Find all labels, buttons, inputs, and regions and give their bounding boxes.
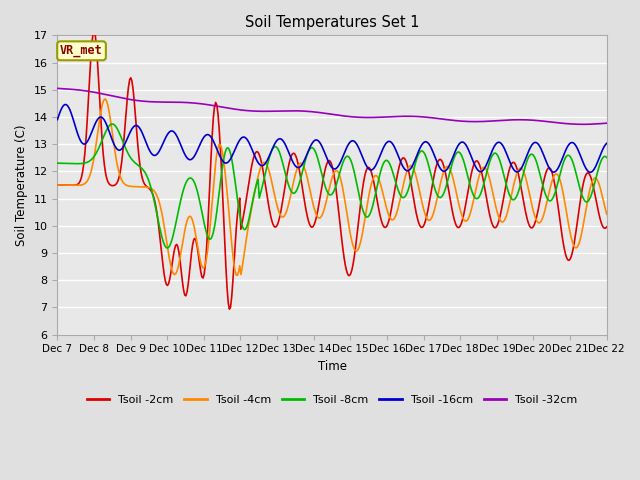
Tsoil -2cm xyxy=(227,304,234,310)
Tsoil -8cm xyxy=(54,160,61,166)
Line: Tsoil -4cm: Tsoil -4cm xyxy=(58,99,607,275)
Tsoil -16cm xyxy=(554,167,561,172)
Tsoil -2cm xyxy=(287,153,295,159)
Tsoil -32cm xyxy=(603,120,611,126)
Line: Tsoil -2cm: Tsoil -2cm xyxy=(58,31,607,309)
Tsoil -32cm xyxy=(579,121,586,127)
Tsoil -4cm xyxy=(54,182,61,188)
Tsoil -32cm xyxy=(285,108,293,114)
Tsoil -4cm xyxy=(234,272,241,278)
Tsoil -8cm xyxy=(555,178,563,183)
Tsoil -4cm xyxy=(363,204,371,209)
Tsoil -32cm xyxy=(387,114,395,120)
Tsoil -4cm xyxy=(287,189,295,195)
Tsoil -32cm xyxy=(457,118,465,124)
Tsoil -16cm xyxy=(54,117,61,122)
Tsoil -2cm xyxy=(363,166,371,171)
Tsoil -2cm xyxy=(603,224,611,230)
Tsoil -4cm xyxy=(102,96,109,102)
X-axis label: Time: Time xyxy=(317,360,346,373)
Tsoil -32cm xyxy=(225,105,232,111)
Tsoil -16cm xyxy=(61,102,69,108)
Tsoil -8cm xyxy=(287,189,295,194)
Tsoil -8cm xyxy=(390,171,397,177)
Tsoil -4cm xyxy=(460,216,467,222)
Tsoil -16cm xyxy=(286,153,294,159)
Tsoil -2cm xyxy=(555,207,563,213)
Tsoil -16cm xyxy=(458,139,466,145)
Tsoil -8cm xyxy=(363,214,371,220)
Tsoil -16cm xyxy=(603,141,611,146)
Tsoil -4cm xyxy=(390,216,397,222)
Tsoil -4cm xyxy=(225,215,233,221)
Tsoil -4cm xyxy=(603,211,611,217)
Tsoil -4cm xyxy=(555,173,563,179)
Tsoil -32cm xyxy=(361,115,369,120)
Tsoil -2cm xyxy=(225,306,233,312)
Line: Tsoil -32cm: Tsoil -32cm xyxy=(58,88,607,124)
Tsoil -32cm xyxy=(552,120,560,125)
Tsoil -8cm xyxy=(460,157,467,163)
Tsoil -2cm xyxy=(390,195,397,201)
Title: Soil Temperatures Set 1: Soil Temperatures Set 1 xyxy=(244,15,419,30)
Tsoil -8cm xyxy=(603,155,611,160)
Line: Tsoil -16cm: Tsoil -16cm xyxy=(58,105,607,172)
Tsoil -2cm xyxy=(90,28,98,34)
Tsoil -16cm xyxy=(388,141,396,146)
Tsoil -16cm xyxy=(587,169,595,175)
Tsoil -8cm xyxy=(164,245,172,251)
Legend: Tsoil -2cm, Tsoil -4cm, Tsoil -8cm, Tsoil -16cm, Tsoil -32cm: Tsoil -2cm, Tsoil -4cm, Tsoil -8cm, Tsoi… xyxy=(83,391,582,410)
Tsoil -8cm xyxy=(109,121,116,127)
Tsoil -32cm xyxy=(54,85,61,91)
Tsoil -16cm xyxy=(362,162,370,168)
Tsoil -8cm xyxy=(227,151,234,156)
Tsoil -2cm xyxy=(54,182,61,188)
Tsoil -2cm xyxy=(460,213,467,219)
Tsoil -16cm xyxy=(225,158,233,164)
Y-axis label: Soil Temperature (C): Soil Temperature (C) xyxy=(15,124,28,246)
Line: Tsoil -8cm: Tsoil -8cm xyxy=(58,124,607,248)
Text: VR_met: VR_met xyxy=(60,44,103,57)
